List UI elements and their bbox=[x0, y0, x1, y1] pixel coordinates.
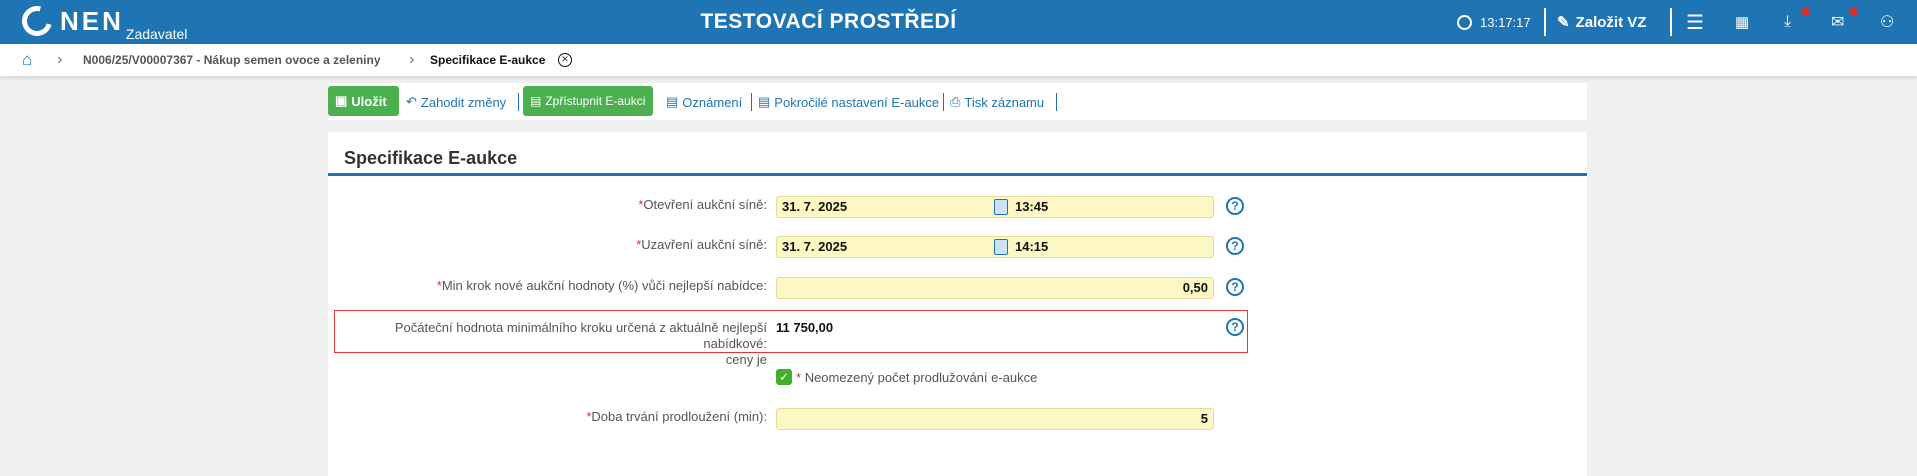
chevron-right-icon: › bbox=[409, 51, 415, 68]
close-date[interactable]: 31. 7. 2025 bbox=[782, 239, 848, 254]
create-vz-button[interactable]: ✎ Založit VZ bbox=[1557, 0, 1646, 44]
advanced-settings-button[interactable]: ▤ Pokročilé nastavení E-aukce bbox=[758, 94, 939, 110]
min-step-label: *Min krok nové aukční hodnoty (%) vůči n… bbox=[436, 278, 767, 293]
mail-icon[interactable]: ✉ bbox=[1831, 14, 1845, 31]
publish-label: Zpřístupnit E-aukci bbox=[545, 94, 646, 108]
printer-icon: ⎙ bbox=[950, 94, 961, 109]
nen-logo[interactable]: NEN Zadavatel bbox=[16, 0, 187, 42]
menu-icon[interactable]: ☰ bbox=[1686, 11, 1704, 34]
notices-label: Oznámení bbox=[682, 94, 743, 110]
home-icon[interactable]: ⌂ bbox=[22, 50, 33, 69]
divider bbox=[943, 93, 944, 111]
session-time: 13:17:17 bbox=[1480, 14, 1531, 30]
clipboard-icon: ▤ bbox=[530, 94, 542, 108]
divider bbox=[1670, 8, 1672, 36]
top-header: NEN Zadavatel TESTOVACÍ PROSTŘEDÍ 13:17:… bbox=[0, 0, 1917, 44]
publish-eauction-button[interactable]: ▤ Zpřístupnit E-aukci bbox=[523, 86, 653, 116]
save-icon: ▣ bbox=[335, 93, 348, 108]
notification-dot bbox=[1801, 7, 1810, 16]
help-icon[interactable]: ? bbox=[1226, 197, 1244, 215]
edit-icon: ✎ bbox=[1557, 14, 1570, 31]
calendar-icon[interactable] bbox=[994, 199, 1008, 215]
section-title: Specifikace E-aukce bbox=[344, 148, 518, 168]
user-icon[interactable]: ⚇ bbox=[1880, 14, 1895, 31]
print-button[interactable]: ⎙ Tisk záznamu bbox=[950, 94, 1044, 110]
close-label: *Uzavření aukční síně: bbox=[636, 237, 767, 252]
role-label: Zadavatel bbox=[125, 26, 188, 42]
breadcrumb-item[interactable]: N006/25/V00007367 - Nákup semen ovoce a … bbox=[83, 53, 381, 67]
clipboard-icon: ▤ bbox=[758, 94, 771, 109]
open-datetime-input[interactable]: 31. 7. 2025 13:45 bbox=[776, 196, 1214, 218]
duration-label: *Doba trvání prodloužení (min): bbox=[586, 409, 767, 424]
toolbar: ▣ Uložit ↶ Zahodit změny ▤ Zpřístupnit E-au… bbox=[328, 83, 1587, 120]
initial-step-label: Počáteční hodnota minimálního kroku urče… bbox=[394, 320, 767, 367]
print-label: Tisk záznamu bbox=[964, 94, 1045, 110]
undo-icon: ↶ bbox=[406, 94, 417, 109]
close-datetime-input[interactable]: 31. 7. 2025 14:15 bbox=[776, 236, 1214, 258]
help-icon[interactable]: ? bbox=[1226, 237, 1244, 255]
calendar-icon[interactable] bbox=[994, 239, 1008, 255]
open-label: *Otevření aukční síně: bbox=[638, 197, 767, 212]
close-time[interactable]: 14:15 bbox=[1015, 239, 1049, 254]
advanced-label: Pokročilé nastavení E-aukce bbox=[774, 94, 940, 110]
breadcrumb: ⌂ › N006/25/V00007367 - Nákup semen ovoc… bbox=[0, 44, 1917, 76]
duration-input[interactable]: 5 bbox=[776, 408, 1214, 430]
discard-label: Zahodit změny bbox=[420, 94, 507, 110]
environment-title: TESTOVACÍ PROSTŘEDÍ bbox=[700, 10, 957, 33]
unlimited-checkbox[interactable]: ✓ bbox=[776, 369, 792, 385]
clipboard-icon: ▤ bbox=[666, 94, 679, 109]
form-card: Specifikace E-aukce *Otevření aukční sín… bbox=[328, 132, 1587, 476]
help-icon[interactable]: ? bbox=[1226, 318, 1244, 336]
unlimited-label[interactable]: * Neomezený počet prodlužování e-aukce bbox=[796, 370, 1038, 385]
initial-step-value: 11 750,00 bbox=[776, 320, 834, 335]
chevron-right-icon: › bbox=[57, 51, 63, 68]
notification-dot bbox=[1849, 7, 1858, 16]
breadcrumb-current: Specifikace E-aukce bbox=[430, 53, 546, 67]
download-icon[interactable]: ⤓ bbox=[1784, 13, 1792, 30]
discard-changes-button[interactable]: ↶ Zahodit změny bbox=[406, 94, 506, 110]
title-underline bbox=[328, 173, 1587, 176]
highlighted-row bbox=[334, 310, 1248, 353]
min-step-input[interactable]: 0,50 bbox=[776, 277, 1214, 299]
save-label: Uložit bbox=[351, 93, 387, 109]
create-vz-label: Založit VZ bbox=[1575, 13, 1647, 31]
divider bbox=[1544, 8, 1546, 36]
calendar-icon[interactable]: ▦ bbox=[1735, 14, 1750, 31]
clock-icon bbox=[1457, 14, 1472, 30]
help-icon[interactable]: ? bbox=[1226, 278, 1244, 296]
notices-button[interactable]: ▤ Oznámení bbox=[666, 94, 742, 110]
divider bbox=[518, 93, 519, 111]
open-time[interactable]: 13:45 bbox=[1015, 199, 1049, 214]
divider bbox=[1056, 93, 1057, 111]
save-button[interactable]: ▣ Uložit bbox=[328, 86, 399, 116]
close-tab-icon[interactable]: ✕ bbox=[558, 53, 572, 67]
divider bbox=[751, 93, 752, 111]
open-date[interactable]: 31. 7. 2025 bbox=[782, 199, 848, 214]
logo-text: NEN bbox=[60, 6, 124, 36]
